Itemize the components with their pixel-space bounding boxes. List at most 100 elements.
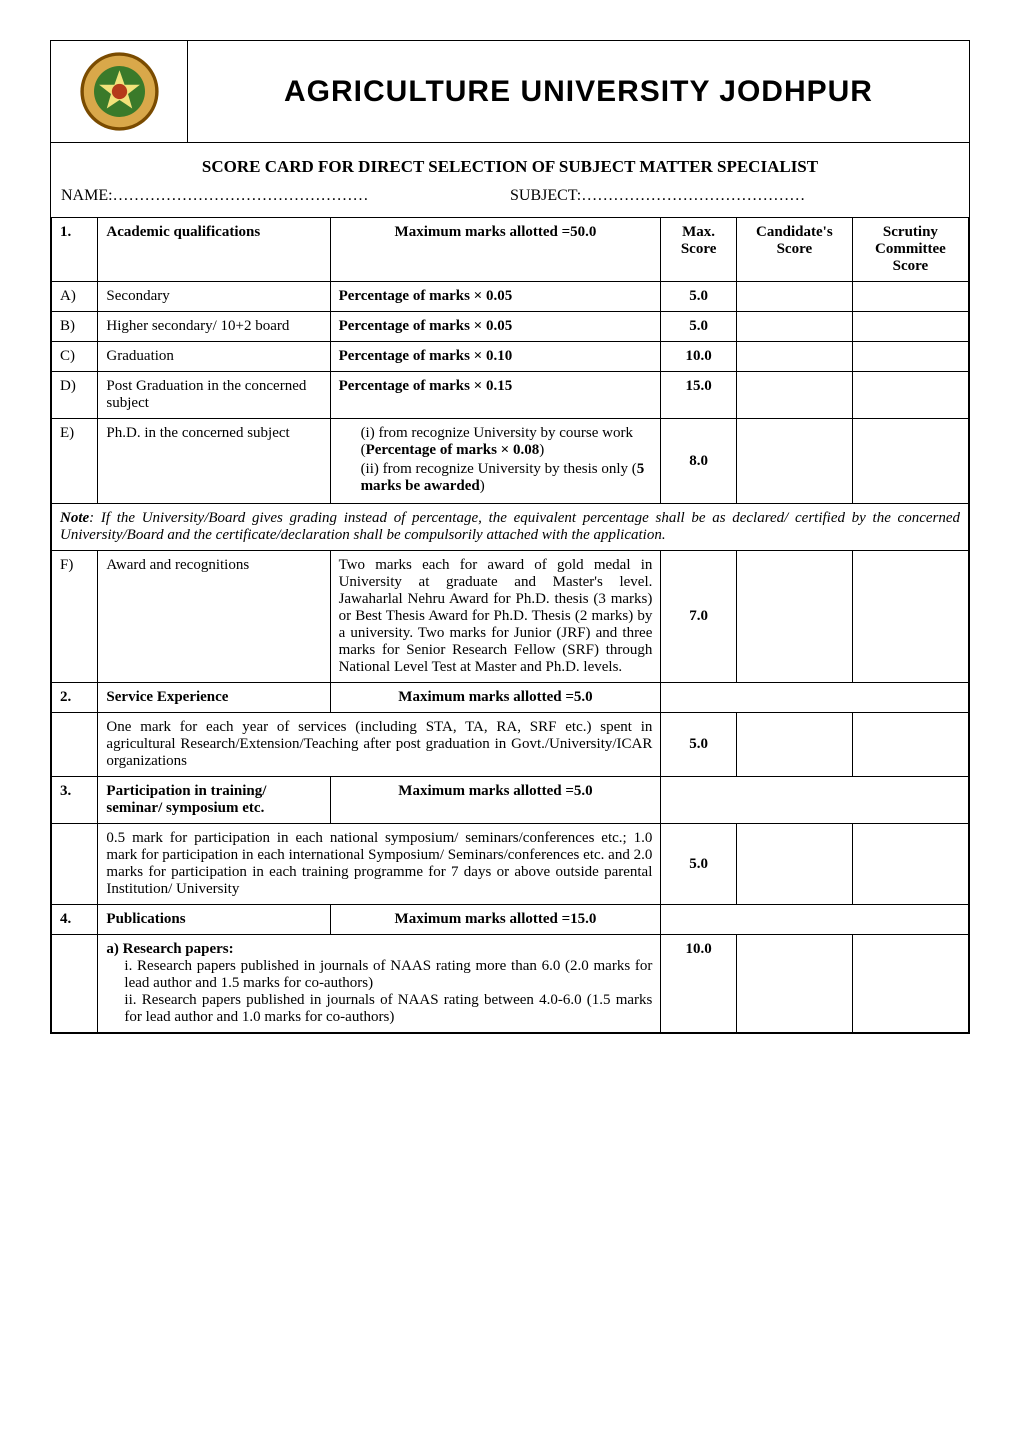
section-3-span (661, 777, 969, 824)
col-candidate-score: Candidate's Score (736, 218, 852, 282)
row-sec4a: a) Research papers: i. Research papers p… (52, 935, 969, 1033)
row-D-label: Post Graduation in the concerned subject (98, 372, 330, 419)
section-1-allot: Maximum marks allotted =50.0 (330, 218, 661, 282)
row-A-label: Secondary (98, 282, 330, 312)
row-B-scrutiny[interactable] (852, 312, 968, 342)
row-F-label: Award and recognitions (98, 551, 330, 683)
section-4-header: 4. Publications Maximum marks allotted =… (52, 905, 969, 935)
row-sec2: One mark for each year of services (incl… (52, 713, 969, 777)
row-E-i-post: ) (539, 442, 544, 458)
row-E-formula: (i) from recognize University by course … (330, 419, 661, 504)
logo-cell (51, 41, 188, 142)
row-F-id: F) (52, 551, 98, 683)
section-3-no: 3. (52, 777, 98, 824)
row-sec4a-cand[interactable] (736, 935, 852, 1033)
row-E-label: Ph.D. in the concerned subject (98, 419, 330, 504)
row-F-max: 7.0 (661, 551, 736, 683)
row-E: E) Ph.D. in the concerned subject (i) fr… (52, 419, 969, 504)
row-A-max: 5.0 (661, 282, 736, 312)
section-1-title: Academic qualifications (98, 218, 330, 282)
section-2-allot: Maximum marks allotted =5.0 (330, 683, 661, 713)
university-logo-icon (77, 49, 162, 134)
section-2-title: Service Experience (98, 683, 330, 713)
university-title: AGRICULTURE UNIVERSITY JODHPUR (188, 41, 969, 142)
row-sec3-blank (52, 824, 98, 905)
row-A-id: A) (52, 282, 98, 312)
row-A: A) Secondary Percentage of marks × 0.05 … (52, 282, 969, 312)
row-E-cand[interactable] (736, 419, 852, 504)
row-E-max: 8.0 (661, 419, 736, 504)
row-C-label: Graduation (98, 342, 330, 372)
row-E-id: E) (52, 419, 98, 504)
row-A-scrutiny[interactable] (852, 282, 968, 312)
row-sec3-scrutiny[interactable] (852, 824, 968, 905)
section-4-span (661, 905, 969, 935)
section-2-no: 2. (52, 683, 98, 713)
row-C-formula: Percentage of marks × 0.10 (330, 342, 661, 372)
document-subtitle: SCORE CARD FOR DIRECT SELECTION OF SUBJE… (51, 157, 969, 177)
section-2-header: 2. Service Experience Maximum marks allo… (52, 683, 969, 713)
row-C-scrutiny[interactable] (852, 342, 968, 372)
row-F: F) Award and recognitions Two marks each… (52, 551, 969, 683)
sec4a-i: i. Research papers published in journals… (106, 958, 652, 992)
row-F-desc: Two marks each for award of gold medal i… (330, 551, 661, 683)
name-field-label: NAME:………………………………………… (61, 187, 510, 205)
row-C-cand[interactable] (736, 342, 852, 372)
section-4-title: Publications (98, 905, 330, 935)
section-1-no: 1. (52, 218, 98, 282)
score-table: 1. Academic qualifications Maximum marks… (51, 217, 969, 1033)
name-subject-row: NAME:………………………………………… SUBJECT:…………………………… (51, 187, 969, 217)
note-text: : If the University/Board gives grading … (60, 510, 960, 543)
row-sec4a-scrutiny[interactable] (852, 935, 968, 1033)
row-sec4a-blank (52, 935, 98, 1033)
note-row: Note: If the University/Board gives grad… (52, 504, 969, 551)
row-C: C) Graduation Percentage of marks × 0.10… (52, 342, 969, 372)
sec4a-title: a) Research papers: (106, 941, 652, 958)
section-2-span (661, 683, 969, 713)
row-B: B) Higher secondary/ 10+2 board Percenta… (52, 312, 969, 342)
section-3-allot: Maximum marks allotted =5.0 (330, 777, 661, 824)
row-B-max: 5.0 (661, 312, 736, 342)
row-sec2-max: 5.0 (661, 713, 736, 777)
row-sec3-desc: 0.5 mark for participation in each natio… (98, 824, 661, 905)
row-B-cand[interactable] (736, 312, 852, 342)
row-sec2-blank (52, 713, 98, 777)
row-C-id: C) (52, 342, 98, 372)
section-1-header: 1. Academic qualifications Maximum marks… (52, 218, 969, 282)
col-scrutiny-score: Scrutiny Committee Score (852, 218, 968, 282)
row-E-ii-pre: (ii) from recognize University by thesis… (361, 461, 637, 477)
document-frame: AGRICULTURE UNIVERSITY JODHPUR SCORE CAR… (50, 40, 970, 1034)
row-sec2-scrutiny[interactable] (852, 713, 968, 777)
row-F-scrutiny[interactable] (852, 551, 968, 683)
row-sec4a-desc: a) Research papers: i. Research papers p… (98, 935, 661, 1033)
row-D-id: D) (52, 372, 98, 419)
row-D-scrutiny[interactable] (852, 372, 968, 419)
row-C-max: 10.0 (661, 342, 736, 372)
row-sec4a-max: 10.0 (661, 935, 736, 1033)
subject-field-label: SUBJECT:…………………………………… (510, 187, 959, 205)
row-E-ii-post: ) (480, 478, 485, 494)
row-B-id: B) (52, 312, 98, 342)
col-max-score: Max. Score (661, 218, 736, 282)
header-row: AGRICULTURE UNIVERSITY JODHPUR (51, 41, 969, 143)
sec4a-ii: ii. Research papers published in journal… (106, 992, 652, 1026)
row-sec2-desc: One mark for each year of services (incl… (98, 713, 661, 777)
row-D-max: 15.0 (661, 372, 736, 419)
row-B-label: Higher secondary/ 10+2 board (98, 312, 330, 342)
row-sec2-cand[interactable] (736, 713, 852, 777)
row-A-cand[interactable] (736, 282, 852, 312)
row-E-i-bold: Percentage of marks × 0.08 (366, 442, 540, 458)
row-B-formula: Percentage of marks × 0.05 (330, 312, 661, 342)
row-D-cand[interactable] (736, 372, 852, 419)
row-sec3-max: 5.0 (661, 824, 736, 905)
row-F-cand[interactable] (736, 551, 852, 683)
note-cell: Note: If the University/Board gives grad… (52, 504, 969, 551)
row-E-scrutiny[interactable] (852, 419, 968, 504)
row-sec3: 0.5 mark for participation in each natio… (52, 824, 969, 905)
row-D: D) Post Graduation in the concerned subj… (52, 372, 969, 419)
section-3-title: Participation in training/ seminar/ symp… (98, 777, 330, 824)
section-3-header: 3. Participation in training/ seminar/ s… (52, 777, 969, 824)
row-sec3-cand[interactable] (736, 824, 852, 905)
note-prefix: Note (60, 510, 89, 526)
row-A-formula: Percentage of marks × 0.05 (330, 282, 661, 312)
